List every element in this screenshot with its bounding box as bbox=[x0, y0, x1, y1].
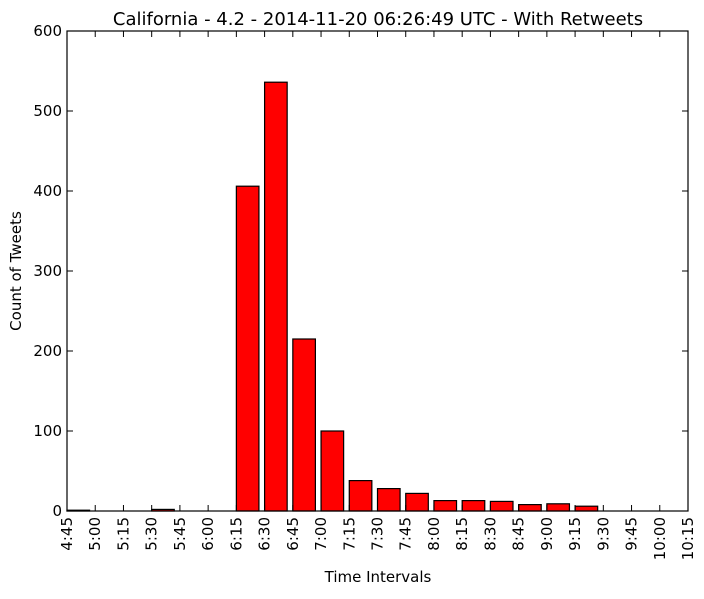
y-tick-label: 100 bbox=[33, 422, 62, 440]
x-axis-label: Time Intervals bbox=[324, 568, 432, 586]
x-tick-label: 6:15 bbox=[227, 517, 245, 551]
x-tick-label: 10:15 bbox=[679, 517, 697, 560]
y-tick-label: 300 bbox=[33, 262, 62, 280]
x-tick-label: 5:15 bbox=[114, 517, 132, 551]
x-tick-label: 4:45 bbox=[58, 517, 76, 551]
x-tick-label: 6:30 bbox=[256, 517, 274, 551]
bar-6:15 bbox=[235, 185, 260, 512]
y-tick-label: 400 bbox=[33, 182, 62, 200]
x-tick-label: 10:00 bbox=[651, 517, 669, 560]
x-tick-label: 5:45 bbox=[171, 517, 189, 551]
plot-frame bbox=[66, 30, 689, 512]
bar-6:30 bbox=[263, 81, 288, 512]
x-tick-label: 9:45 bbox=[623, 517, 641, 551]
bar-7:45 bbox=[405, 492, 429, 512]
bar-7:30 bbox=[376, 488, 401, 512]
plot-background bbox=[67, 31, 688, 511]
y-tick-label: 500 bbox=[33, 102, 62, 120]
x-tick-label: 7:45 bbox=[397, 517, 415, 551]
bar-9:15 bbox=[574, 505, 599, 512]
y-tick-label: 0 bbox=[52, 502, 62, 520]
x-tick-label: 7:00 bbox=[312, 517, 330, 551]
x-tick-label: 8:15 bbox=[453, 517, 471, 551]
y-tick-label: 200 bbox=[33, 342, 62, 360]
bar-6:45 bbox=[292, 338, 317, 512]
chart-title: California - 4.2 - 2014-11-20 06:26:49 U… bbox=[113, 9, 643, 30]
bar-7:00 bbox=[320, 430, 345, 512]
x-tick-label: 7:30 bbox=[369, 517, 387, 551]
plot-area: 0 100 200 300 400 500 600 4:45 5:00 5:15 5:30 5:45 6… bbox=[33, 22, 697, 560]
x-tick-label: 6:45 bbox=[284, 517, 302, 551]
x-tick-label: 9:30 bbox=[594, 517, 612, 551]
bar-8:45 bbox=[518, 504, 542, 512]
y-axis-label: Count of Tweets bbox=[7, 211, 25, 331]
x-tick-label: 8:45 bbox=[510, 517, 528, 551]
x-tick-label: 8:30 bbox=[481, 517, 499, 551]
x-tick-label: 9:15 bbox=[566, 517, 584, 551]
x-tick-label: 5:30 bbox=[143, 517, 161, 551]
x-tick-label: 5:00 bbox=[86, 517, 104, 551]
x-tick-label: 8:00 bbox=[425, 517, 443, 551]
bar-9:00 bbox=[546, 503, 571, 512]
bar-8:00 bbox=[433, 500, 458, 512]
bar-7:15 bbox=[348, 480, 373, 512]
x-tick-label: 7:15 bbox=[340, 517, 358, 551]
bar-8:15 bbox=[461, 500, 486, 512]
x-tick-label: 6:00 bbox=[199, 517, 217, 551]
bar-8:30 bbox=[489, 500, 514, 512]
x-tick-label: 9:00 bbox=[538, 517, 556, 551]
y-tick-label: 600 bbox=[33, 22, 62, 40]
